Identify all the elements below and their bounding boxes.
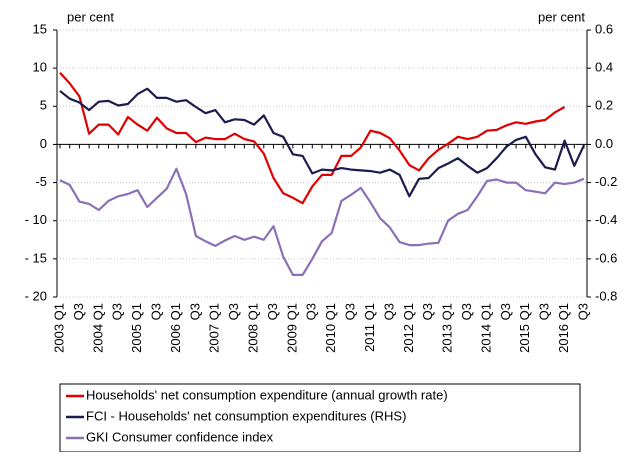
series-line (59, 87, 585, 198)
y2-axis-label: per cent (538, 9, 585, 24)
x-tick-label: 2014 Q1 (478, 303, 493, 353)
x-tick-label: 2009 Q1 (284, 303, 299, 353)
series-line (59, 167, 585, 276)
x-tick-label: Q3 (226, 303, 241, 320)
y-tick-label: - 10 (25, 212, 47, 227)
x-tick-label: 2013 Q1 (440, 303, 455, 353)
x-tick-label: 2004 Q1 (90, 303, 105, 353)
x-tick-label: 2010 Q1 (323, 303, 338, 353)
y2-tick-label: 0.4 (595, 60, 613, 75)
x-tick-label: Q3 (265, 303, 280, 320)
x-tick-label: Q3 (575, 303, 590, 320)
x-tick-label: Q3 (381, 303, 396, 320)
y2-tick-label: -0.4 (595, 212, 617, 227)
y-tick-label: - 20 (25, 288, 47, 303)
y-tick-label: 10 (33, 60, 47, 75)
y2-tick-label: 0.6 (595, 21, 613, 36)
x-tick-label: Q3 (343, 303, 358, 320)
x-tick-label: 2003 Q1 (51, 303, 66, 353)
y2-tick-label: -0.2 (595, 174, 617, 189)
legend-label: Households' net consumption expenditure … (86, 387, 448, 402)
x-tick-label: Q3 (420, 303, 435, 320)
y2-tick-label: 0.0 (595, 136, 613, 151)
legend-label: GKI Consumer confidence index (86, 429, 274, 444)
x-tick-label: Q3 (537, 303, 552, 320)
y-tick-label: 5 (40, 98, 47, 113)
legend-label: FCI - Households' net consumption expend… (86, 408, 406, 423)
x-tick-label: 2011 Q1 (362, 303, 377, 352)
x-tick-label: Q3 (459, 303, 474, 320)
x-tick-label: 2012 Q1 (401, 303, 416, 353)
x-tick-label: 2007 Q1 (207, 303, 222, 353)
y-tick-label: -5 (35, 174, 47, 189)
series-line (59, 71, 566, 205)
x-tick-label: Q3 (498, 303, 513, 320)
x-tick-label: 2016 Q1 (556, 303, 571, 353)
x-tick-label: Q3 (110, 303, 125, 320)
x-tick-label: 2015 Q1 (517, 303, 532, 353)
x-tick-label: 2008 Q1 (246, 303, 261, 353)
y2-tick-label: -0.8 (595, 288, 617, 303)
y-axis-label: per cent (67, 9, 114, 24)
x-tick-label: Q3 (187, 303, 202, 320)
y-tick-label: 0 (40, 136, 47, 151)
y-tick-label: 15 (33, 21, 47, 36)
x-tick-label: Q3 (71, 303, 86, 320)
y2-tick-label: -0.6 (595, 250, 617, 265)
y-tick-label: - 15 (25, 250, 47, 265)
x-tick-label: Q3 (148, 303, 163, 320)
x-tick-label: Q3 (304, 303, 319, 320)
x-tick-label: 2005 Q1 (129, 303, 144, 353)
y2-tick-label: 0.2 (595, 98, 613, 113)
x-tick-label: 2006 Q1 (168, 303, 183, 353)
